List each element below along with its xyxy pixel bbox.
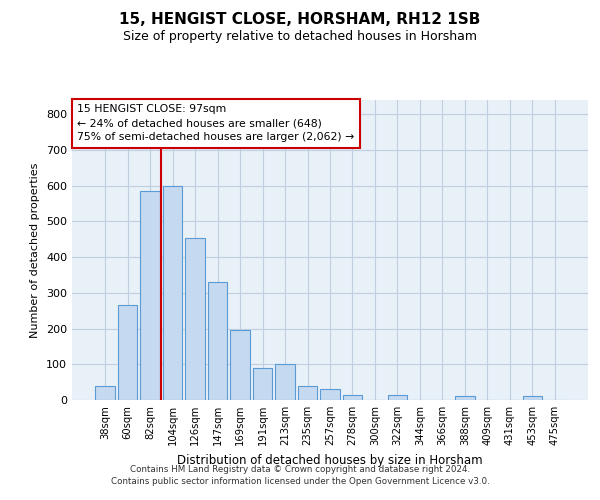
Bar — [298, 386, 317, 400]
Text: Contains HM Land Registry data © Crown copyright and database right 2024.
Contai: Contains HM Land Registry data © Crown c… — [110, 464, 490, 486]
Bar — [275, 364, 295, 400]
Bar — [388, 394, 407, 400]
X-axis label: Distribution of detached houses by size in Horsham: Distribution of detached houses by size … — [177, 454, 483, 466]
Bar — [208, 282, 227, 400]
Bar — [185, 238, 205, 400]
Text: Size of property relative to detached houses in Horsham: Size of property relative to detached ho… — [123, 30, 477, 43]
Text: 15, HENGIST CLOSE, HORSHAM, RH12 1SB: 15, HENGIST CLOSE, HORSHAM, RH12 1SB — [119, 12, 481, 28]
Bar — [523, 396, 542, 400]
Bar — [455, 396, 475, 400]
Bar — [95, 386, 115, 400]
Bar — [253, 368, 272, 400]
Y-axis label: Number of detached properties: Number of detached properties — [31, 162, 40, 338]
Bar — [140, 191, 160, 400]
Bar — [230, 330, 250, 400]
Bar — [320, 388, 340, 400]
Bar — [118, 306, 137, 400]
Bar — [163, 186, 182, 400]
Text: 15 HENGIST CLOSE: 97sqm
← 24% of detached houses are smaller (648)
75% of semi-d: 15 HENGIST CLOSE: 97sqm ← 24% of detache… — [77, 104, 355, 142]
Bar — [343, 394, 362, 400]
